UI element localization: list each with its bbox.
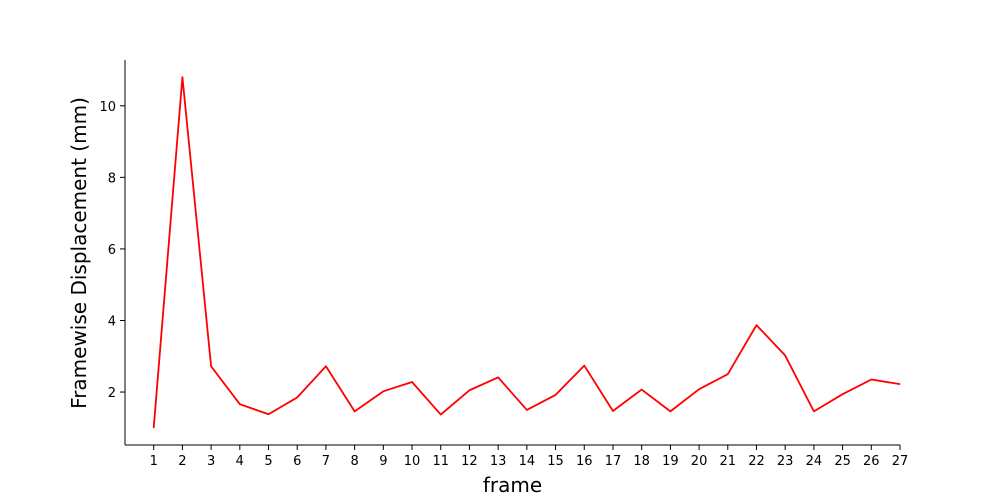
- x-tick-label: 18: [633, 454, 650, 469]
- x-tick-label: 14: [519, 454, 536, 469]
- data-point: [612, 410, 614, 412]
- data-point: [153, 427, 155, 429]
- x-tick-label: 16: [576, 454, 593, 469]
- x-tick-label: 12: [461, 454, 478, 469]
- y-tick-label: 10: [99, 100, 116, 115]
- x-tick-label: 7: [322, 454, 330, 469]
- y-tick-label: 8: [108, 171, 116, 186]
- data-point: [497, 376, 499, 378]
- x-tick-label: 1: [150, 454, 158, 469]
- x-tick-label: 20: [691, 454, 708, 469]
- y-tick-label: 4: [108, 314, 116, 329]
- x-tick-label: 10: [404, 454, 421, 469]
- data-point: [784, 355, 786, 357]
- data-point: [296, 396, 298, 398]
- x-tick-label: 9: [379, 454, 387, 469]
- x-tick-label: 15: [547, 454, 564, 469]
- data-point: [555, 394, 557, 396]
- x-axis-ticks: 1 2 3 4 5 6 7 8 9 10 11 12 13 14 15 16 17 18 19 20 21 22 23 24 2…: [150, 445, 909, 469]
- x-tick-label: 11: [432, 454, 449, 469]
- y-axis-ticks: 2 4 6 8 10: [99, 100, 125, 401]
- y-axis-title: Framewise Displacement (mm): [67, 97, 91, 409]
- data-point: [727, 373, 729, 375]
- x-tick-label: 17: [605, 454, 622, 469]
- data-point: [870, 379, 872, 381]
- x-tick-label: 6: [293, 454, 301, 469]
- x-tick-label: 24: [806, 454, 823, 469]
- data-point: [354, 410, 356, 412]
- data-point: [325, 365, 327, 367]
- data-point: [698, 388, 700, 390]
- data-point: [468, 389, 470, 391]
- x-tick-label: 23: [777, 454, 794, 469]
- x-tick-label: 8: [350, 454, 358, 469]
- data-point: [641, 389, 643, 391]
- data-point: [583, 365, 585, 367]
- data-point: [268, 413, 270, 415]
- x-tick-label: 26: [863, 454, 880, 469]
- x-tick-label: 13: [490, 454, 507, 469]
- x-tick-label: 19: [662, 454, 679, 469]
- data-point: [669, 410, 671, 412]
- plot-area: [152, 76, 901, 429]
- x-tick-label: 21: [720, 454, 737, 469]
- data-point: [526, 409, 528, 411]
- x-tick-label: 25: [834, 454, 851, 469]
- data-point: [382, 390, 384, 392]
- x-tick-label: 22: [748, 454, 765, 469]
- x-tick-label: 27: [892, 454, 909, 469]
- data-point: [411, 381, 413, 383]
- x-tick-label: 3: [207, 454, 215, 469]
- data-point: [755, 324, 757, 326]
- x-tick-label: 4: [236, 454, 244, 469]
- y-tick-label: 6: [108, 243, 116, 258]
- data-point: [239, 403, 241, 405]
- data-point: [181, 76, 183, 78]
- data-point: [899, 383, 901, 385]
- data-point: [813, 410, 815, 412]
- data-point: [440, 414, 442, 416]
- series-line: [152, 76, 901, 428]
- x-tick-label: 5: [264, 454, 272, 469]
- x-axis-title: frame: [483, 473, 542, 497]
- x-tick-label: 2: [178, 454, 186, 469]
- data-point: [842, 393, 844, 395]
- data-point: [210, 365, 212, 367]
- y-tick-label: 2: [108, 386, 116, 401]
